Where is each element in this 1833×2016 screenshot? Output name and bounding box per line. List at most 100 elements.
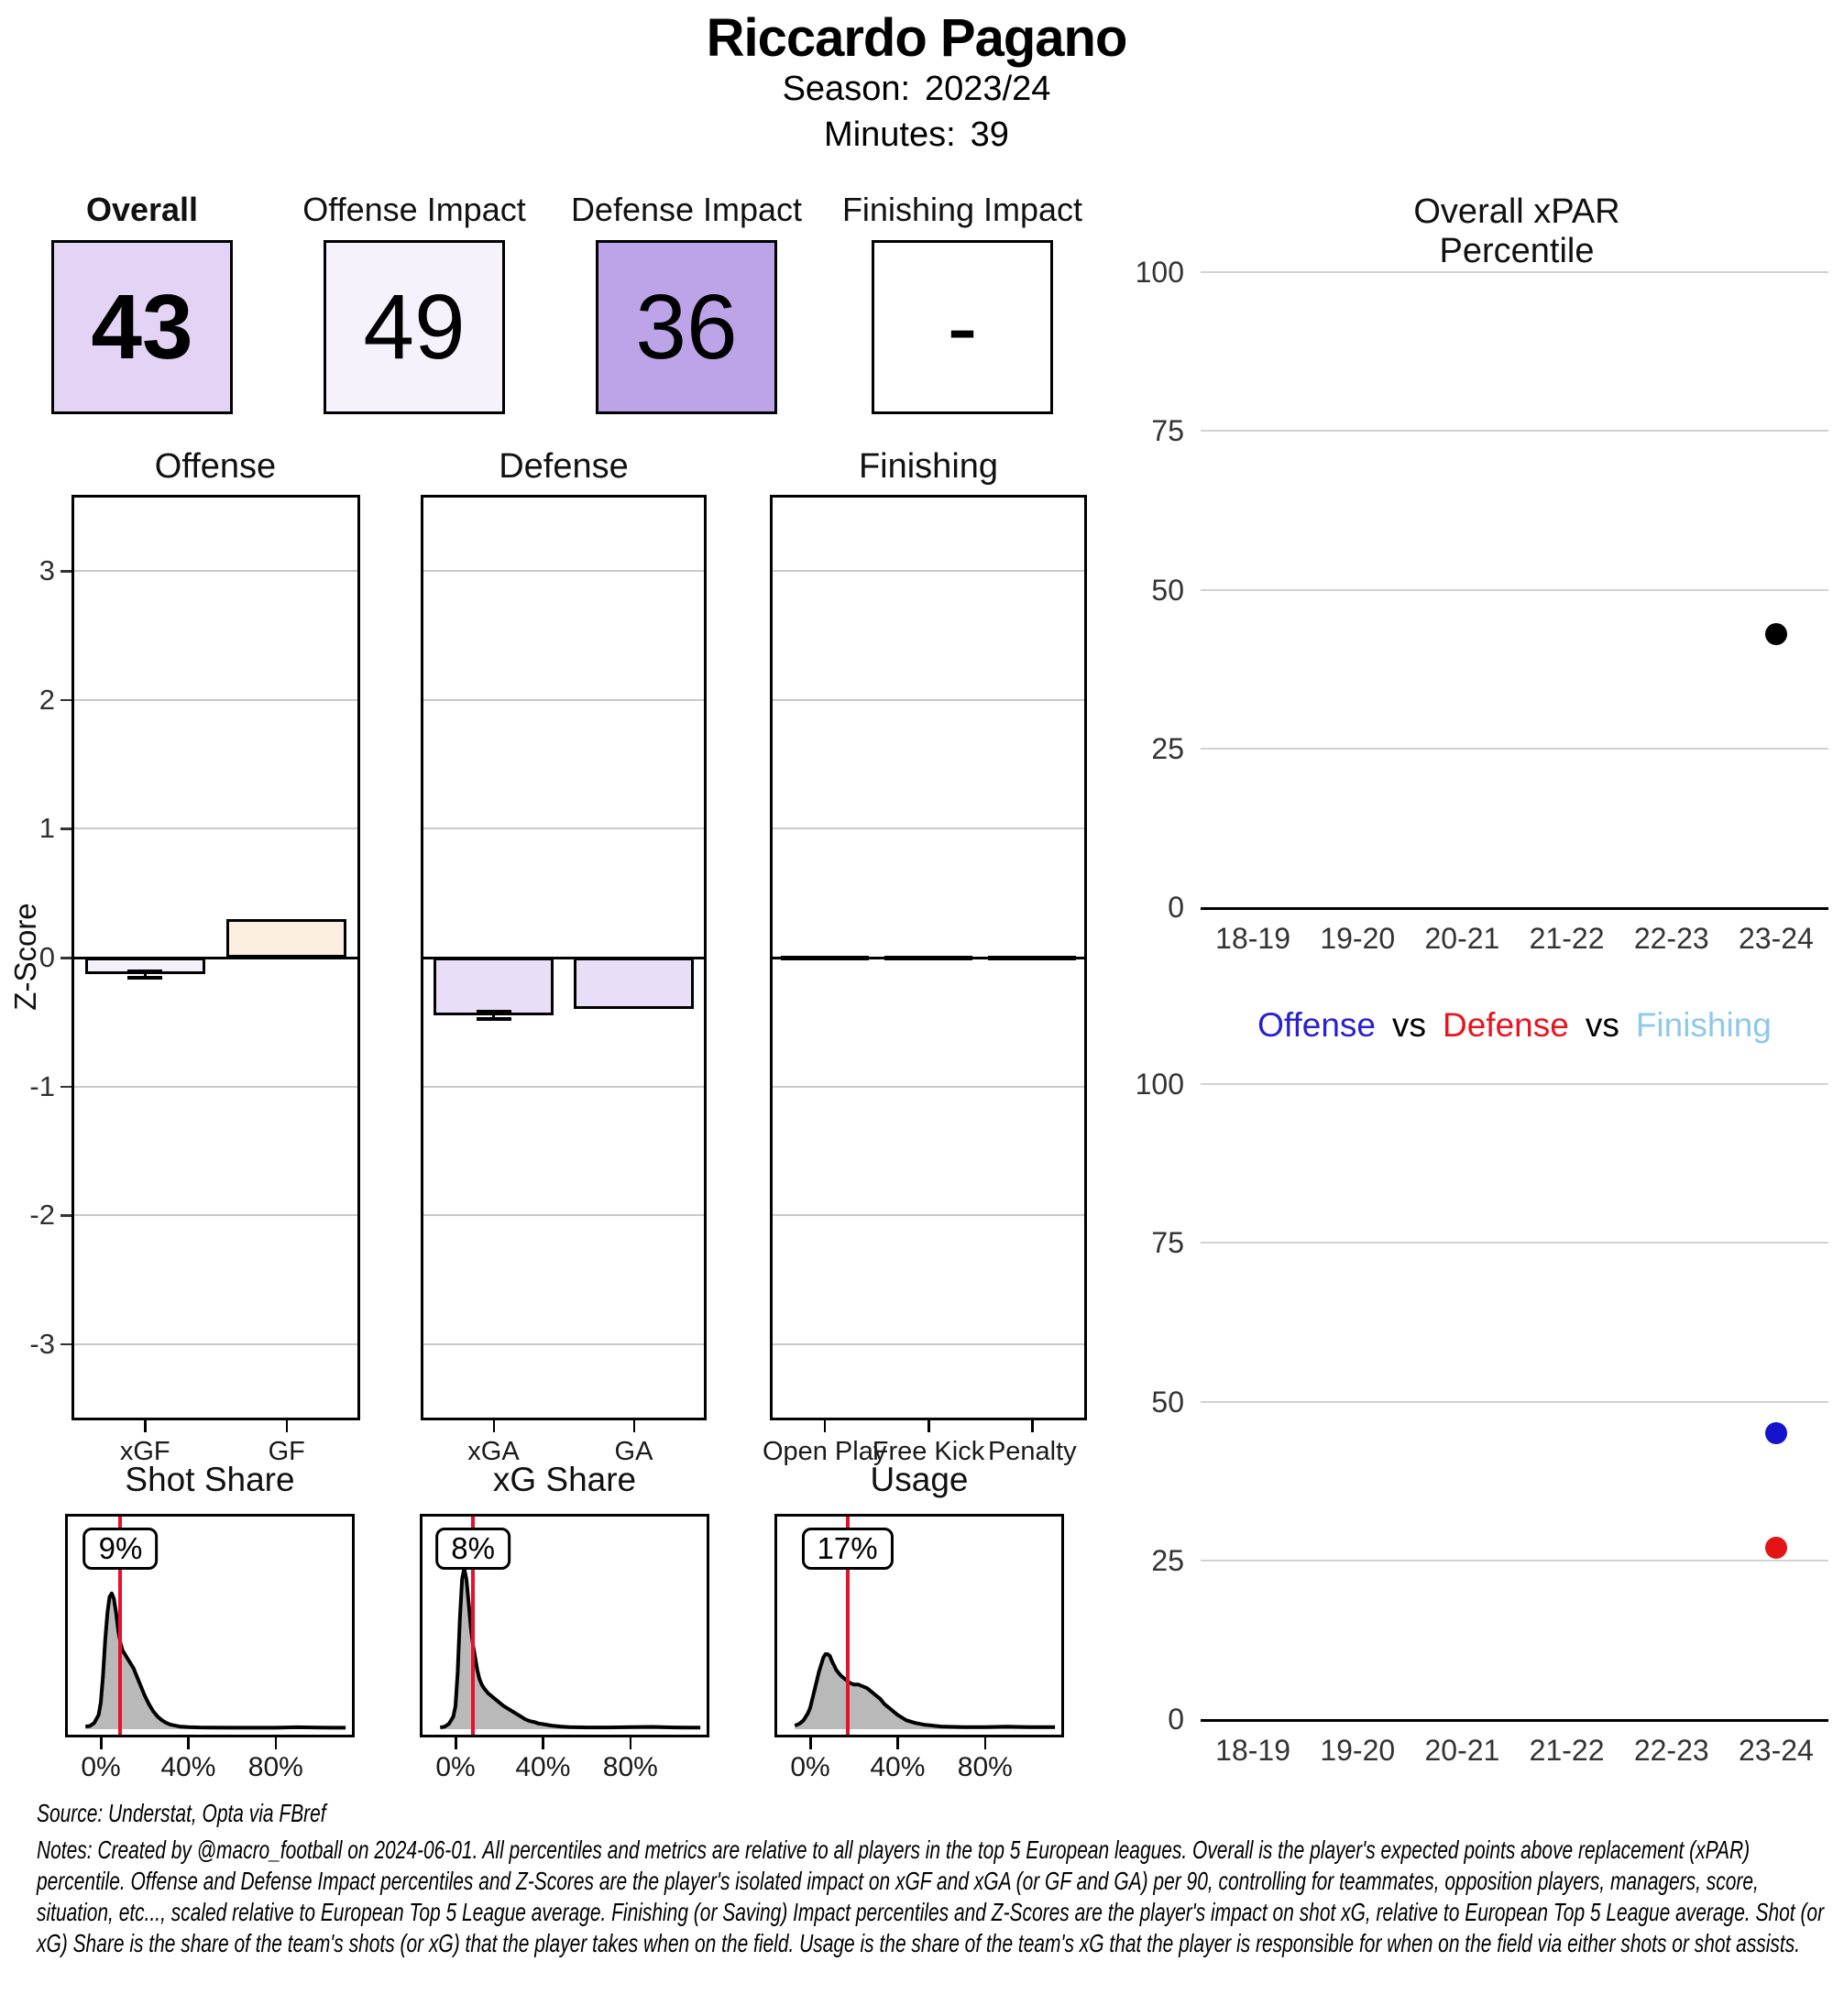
footer: Source: Understat, Opta via FBref Notes:… xyxy=(37,1798,1825,1959)
x-axis-tick-label: 0% xyxy=(435,1752,476,1782)
methodology-notes: Notes: Created by @macro_football on 202… xyxy=(37,1835,1825,1957)
y-axis-tick-label: 25 xyxy=(1151,731,1184,765)
chart-title-offense: Offense xyxy=(154,447,277,486)
gridline xyxy=(1201,1242,1828,1244)
gridline xyxy=(773,698,1084,701)
gridline xyxy=(773,827,1084,830)
x-axis-tick xyxy=(1031,1420,1034,1432)
y-axis-tick xyxy=(60,570,71,573)
x-axis-tick xyxy=(100,1737,103,1749)
y-axis-tick-label: 75 xyxy=(1151,414,1184,448)
bar-penalty xyxy=(988,955,1077,960)
gridline xyxy=(74,1085,357,1088)
x-axis-tick-label: 80% xyxy=(957,1752,1013,1782)
offense-defense-finishing-legend: Offense vs Defense vs Finishing xyxy=(1201,1006,1828,1045)
density-curve xyxy=(439,1566,701,1730)
x-axis-tick xyxy=(542,1737,544,1749)
x-axis-tick xyxy=(492,1420,495,1432)
x-axis-tick xyxy=(823,1420,827,1432)
chart-title-xpar: Overall xPAR Percentile xyxy=(1413,192,1620,270)
gridline xyxy=(74,827,357,830)
error-bar-cap xyxy=(476,1017,511,1022)
x-axis-tick xyxy=(809,1737,812,1749)
x-axis-tick-label: 19-20 xyxy=(1320,1734,1396,1767)
gridline xyxy=(74,698,357,701)
y-axis-tick-label: 0 xyxy=(38,941,55,973)
shot-share-density-chart: 9% xyxy=(65,1514,355,1737)
x-axis-tick-label: 18-19 xyxy=(1215,1734,1290,1767)
x-axis-tick-label: 40% xyxy=(515,1752,571,1782)
kpi-label-offense: Offense Impact xyxy=(302,191,526,228)
xg-share-density-chart: 8% xyxy=(420,1514,709,1737)
gridline xyxy=(1201,1559,1828,1561)
x-axis-tick-label: 80% xyxy=(602,1752,658,1782)
density-curve xyxy=(85,1591,346,1730)
y-axis-tick-label: 3 xyxy=(38,554,55,587)
defense-zscore-chart xyxy=(421,495,707,1420)
legend-item-vs: vs xyxy=(1392,1006,1426,1044)
gridline xyxy=(773,1214,1084,1217)
kpi-value-defense: 36 xyxy=(635,276,738,378)
season-value: 2023/24 xyxy=(925,70,1051,108)
usage-density-chart: 17% xyxy=(774,1514,1064,1737)
bar-free-kick xyxy=(884,955,973,960)
x-axis-tick-label: xGF xyxy=(119,1437,170,1466)
gridline xyxy=(1201,1083,1828,1085)
y-axis-tick-label: 100 xyxy=(1135,1068,1184,1101)
y-axis-tick-label: 0 xyxy=(1168,891,1184,924)
bar-open-play xyxy=(780,955,869,960)
x-axis-tick-label: Open Play xyxy=(762,1437,887,1466)
gridline xyxy=(1201,271,1828,273)
kpi-label-overall: Overall xyxy=(85,191,199,228)
gridline xyxy=(773,570,1084,573)
x-axis-tick-label: xGA xyxy=(467,1437,520,1466)
season-label: Season: xyxy=(782,70,911,108)
y-axis-tick-label: 100 xyxy=(1135,256,1184,289)
marker-line xyxy=(471,1517,476,1735)
x-axis-tick-label: 22-23 xyxy=(1633,1734,1709,1767)
legend-item-finishing: Finishing xyxy=(1635,1006,1772,1044)
x-axis-tick xyxy=(983,1737,987,1749)
data-point-overall xyxy=(1764,623,1787,645)
gridline xyxy=(423,1085,704,1088)
x-axis-tick-label: 23-24 xyxy=(1738,1734,1814,1767)
y-axis-tick-label: 0 xyxy=(1168,1703,1184,1736)
gridline xyxy=(1201,430,1828,433)
x-axis-tick-label: 40% xyxy=(870,1752,926,1782)
y-axis-tick-label: -1 xyxy=(29,1069,55,1102)
x-axis-tick-label: 20-21 xyxy=(1424,922,1500,955)
x-axis-tick xyxy=(455,1737,457,1749)
x-axis-tick-label: 80% xyxy=(247,1752,303,1782)
x-axis-tick xyxy=(187,1737,190,1749)
kpi-box-defense: 36 xyxy=(596,240,777,414)
y-axis-tick-label: -3 xyxy=(29,1327,55,1360)
x-axis-tick-label: 23-24 xyxy=(1738,922,1814,955)
y-axis-tick-label: 2 xyxy=(38,683,55,716)
data-point-offense xyxy=(1764,1422,1787,1445)
bar-gf xyxy=(226,918,347,958)
source-note: Source: Understat, Opta via FBref xyxy=(37,1799,326,1827)
minutes-label: Minutes: xyxy=(824,115,956,154)
y-axis-tick-label: 75 xyxy=(1151,1226,1184,1260)
chart-title-shot-share: Shot Share xyxy=(125,1461,295,1498)
gridline xyxy=(74,570,357,573)
x-axis-tick xyxy=(285,1420,289,1432)
y-axis-tick-label: 50 xyxy=(1151,573,1184,607)
gridline xyxy=(1201,747,1828,750)
kpi-label-finishing: Finishing Impact xyxy=(841,191,1083,228)
error-bar-cap xyxy=(127,969,163,973)
x-axis-tick-label: 40% xyxy=(160,1752,216,1782)
x-axis-tick-label: 0% xyxy=(790,1752,830,1782)
kpi-box-overall: 43 xyxy=(51,240,233,414)
offense-zscore-chart xyxy=(71,495,360,1420)
xpar-percentile-chart xyxy=(1201,271,1828,910)
x-axis-tick-label: 0% xyxy=(81,1752,121,1782)
season-line: Season: 2023/24 xyxy=(0,70,1833,109)
legend-item-defense: Defense xyxy=(1443,1006,1569,1044)
marker-value-label: 17% xyxy=(801,1528,894,1570)
y-axis-tick xyxy=(60,1085,71,1089)
bar-xga xyxy=(434,958,554,1016)
marker-line xyxy=(118,1517,123,1735)
x-axis-tick-label: Penalty xyxy=(987,1437,1077,1466)
